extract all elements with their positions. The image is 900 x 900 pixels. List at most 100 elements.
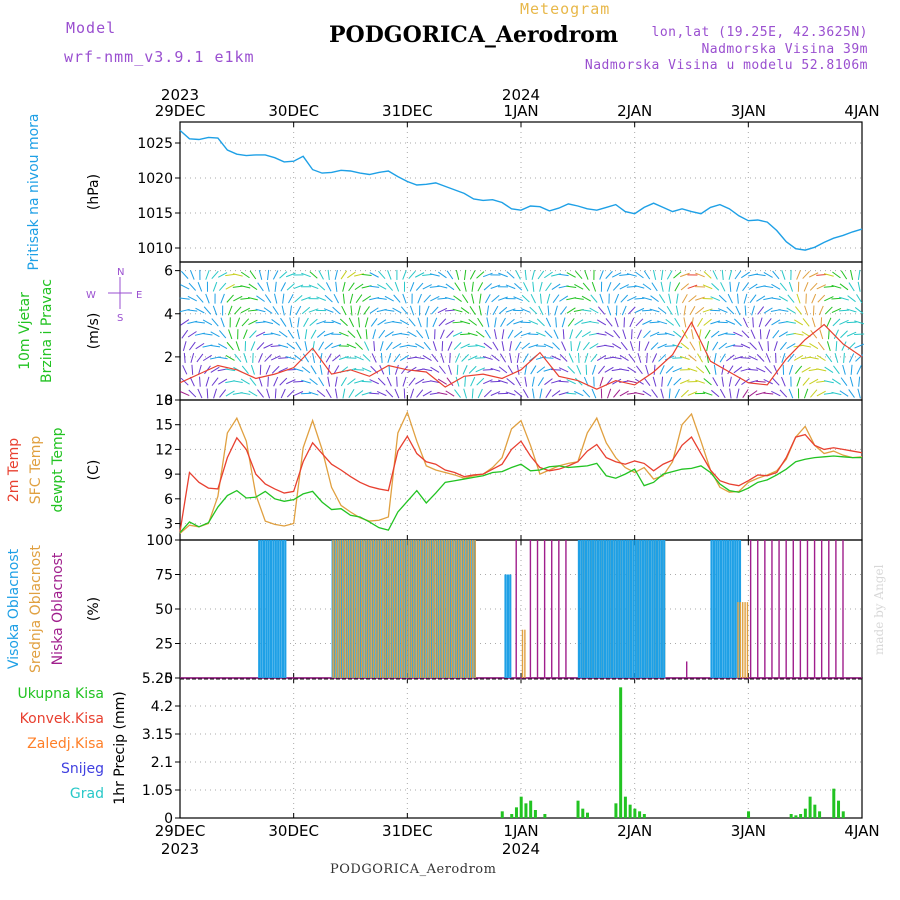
wind-arrow: [643, 330, 651, 339]
wind-arrow: [839, 296, 849, 301]
wind-arrow: [838, 309, 850, 312]
wind-arrow: [407, 331, 417, 338]
wind-arrow: [742, 282, 749, 292]
wind-arrow: [453, 342, 462, 351]
wind-arrow: [505, 284, 516, 290]
clouds-ylabel: (%): [86, 597, 102, 621]
cloud-bar-high: [606, 540, 609, 678]
wind-arrow: [278, 357, 289, 359]
wind-arrow: [839, 319, 849, 325]
wind-arrow: [634, 307, 645, 314]
wind-arrow: [703, 378, 712, 386]
wind-arrow: [599, 293, 604, 304]
cloud-bar-mid: [455, 540, 457, 678]
lonlat-label: lon,lat (19.25E, 42.3625N): [651, 25, 868, 40]
altitude-label: Nadmorska Visina 39m: [701, 42, 868, 57]
temperature-side-label: dewpt Temp: [50, 427, 66, 512]
wind-arrow: [773, 365, 779, 375]
wind-arrow: [463, 281, 467, 292]
x-day-label-bottom: 2JAN: [617, 822, 652, 840]
wind-arrow: [460, 343, 470, 349]
cloud-bar-high: [504, 574, 507, 678]
temperature-ytick-label: 6: [164, 492, 173, 508]
wind-arrow: [369, 379, 379, 385]
wind-arrow: [477, 388, 483, 399]
wind-arrow: [301, 379, 311, 384]
wind-arrow: [688, 295, 697, 303]
pressure-ytick-label: 1010: [137, 241, 173, 257]
wind-arrow: [520, 308, 531, 313]
wind-arrow: [793, 319, 804, 326]
wind-arrow: [225, 355, 235, 361]
cloud-bar-mid: [742, 602, 744, 678]
wind-arrow: [462, 365, 468, 375]
wind-arrow: [197, 281, 203, 292]
wind-arrow: [823, 273, 834, 277]
x-day-label-top: 4JAN: [844, 102, 879, 120]
cloud-bar-mid: [332, 540, 334, 678]
wind-arrow: [582, 282, 590, 291]
wind-arrow: [199, 376, 201, 387]
wind-arrow: [796, 293, 801, 304]
wind-arrow: [258, 376, 263, 387]
t2m-line: [179, 433, 863, 532]
wind-arrow: [429, 285, 440, 288]
wind-arrow: [423, 294, 431, 303]
wind-arrow: [490, 391, 501, 396]
wind-arrow: [460, 307, 470, 314]
wind-arrow: [788, 364, 794, 375]
model-altitude-label: Nadmorska Visina u modelu 52.8106m: [584, 58, 868, 73]
wind-arrow: [521, 342, 530, 350]
cloud-bar-high: [717, 540, 720, 678]
wind-arrow: [484, 329, 491, 339]
wind-arrow: [509, 341, 512, 352]
wind-arrow: [524, 376, 528, 387]
wind-arrow: [622, 329, 627, 340]
wind-arrow: [748, 283, 758, 290]
wind-arrow: [240, 307, 251, 314]
wind-arrow: [417, 317, 422, 328]
wind-arrow: [205, 376, 210, 387]
pressure-side-label: Pritisak na nivou mora: [26, 113, 42, 270]
cloud-bar-mid: [408, 540, 410, 678]
wind-arrow: [338, 355, 349, 360]
pressure-ylabel: (hPa): [86, 174, 102, 210]
temperature-ytick-label: 15: [155, 418, 173, 434]
precip-ytick-label: 4.2: [151, 699, 173, 715]
wind-arrow: [347, 378, 356, 386]
wind-arrow: [437, 271, 447, 279]
wind-arrow: [202, 333, 213, 336]
wind-arrow: [771, 390, 781, 397]
wind-arrow: [659, 294, 666, 304]
wind-arrow: [498, 272, 508, 278]
wind-arrow: [319, 352, 323, 363]
wind-arrow: [235, 341, 240, 351]
cloud-bar-mid: [464, 540, 467, 678]
wind-arrow: [416, 389, 424, 398]
wind-arrow: [300, 392, 312, 395]
cloud-bar-high: [663, 540, 666, 678]
wind-arrow: [744, 305, 747, 316]
wind-arrow: [842, 364, 846, 375]
cloud-bar-mid: [405, 540, 408, 678]
wind-arrow: [840, 330, 848, 339]
wind-arrow: [604, 344, 615, 348]
precip-bar: [533, 810, 537, 818]
wind-arrow: [674, 317, 681, 327]
wind-arrow: [301, 306, 311, 315]
wind-arrow: [642, 390, 652, 397]
wind-arrow: [846, 308, 857, 313]
wind-arrow: [402, 270, 407, 280]
cloud-bar-high: [622, 540, 626, 678]
wind-arrow: [280, 388, 286, 399]
wind-arrow: [854, 307, 864, 314]
wind-arrow: [272, 270, 279, 280]
wind-arrow: [240, 271, 250, 279]
wind-arrow: [629, 317, 635, 328]
cloud-bar-mid: [367, 540, 370, 678]
wind-arrow: [574, 390, 584, 397]
wind-arrow: [483, 389, 492, 398]
wind-side-label: Brzina i Pravac: [39, 279, 55, 383]
wind-arrow: [486, 305, 490, 316]
wind-arrow: [342, 281, 346, 292]
